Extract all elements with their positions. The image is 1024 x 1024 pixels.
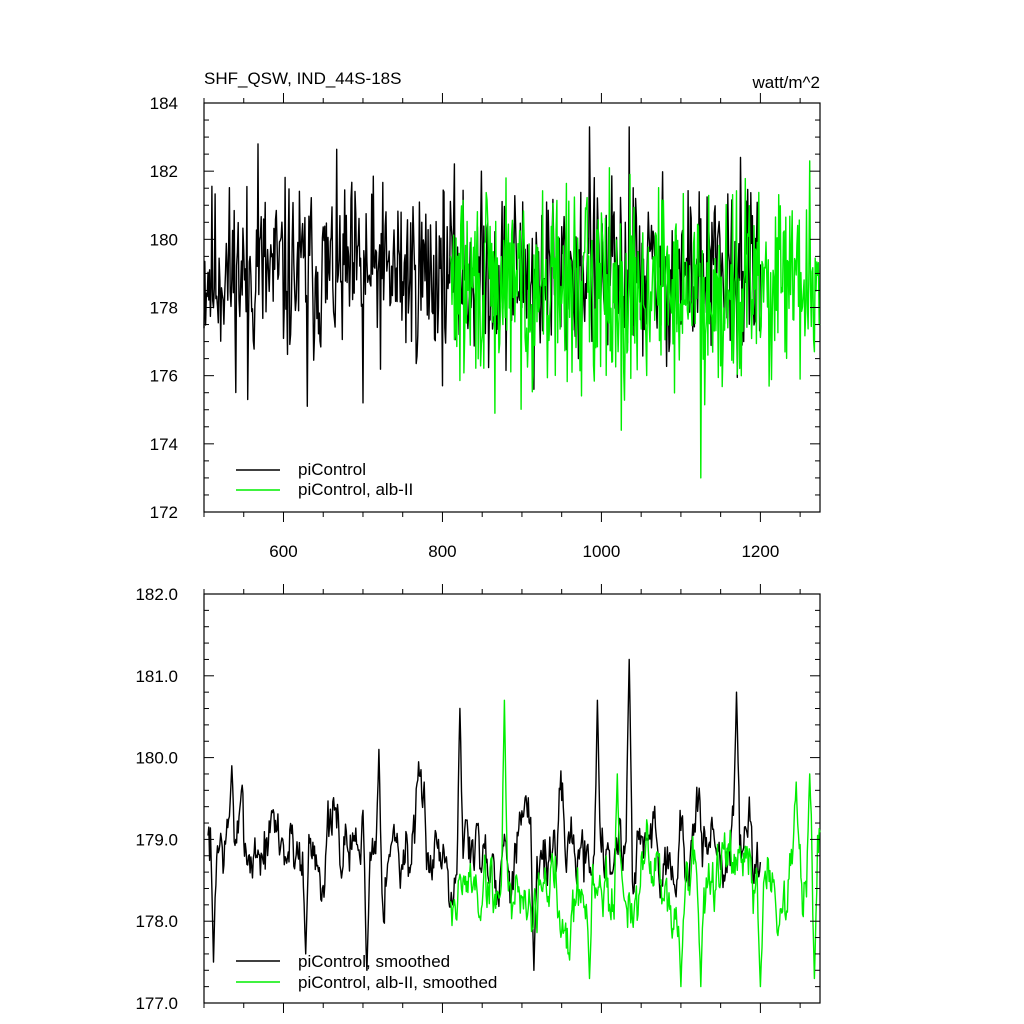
top-series-line-picontrol-alb-ii bbox=[449, 160, 821, 479]
bottom-y-tick-label: 181.0 bbox=[135, 667, 178, 686]
top-x-tick-label: 800 bbox=[428, 542, 456, 561]
bottom-plot-frame bbox=[203, 593, 821, 1004]
bottom-y-tick-label: 177.0 bbox=[135, 994, 178, 1013]
top-legend: piControl piControl, alb-II bbox=[236, 460, 413, 499]
bottom-y-tick-label: 179.0 bbox=[135, 830, 178, 849]
bottom-series-line-picontrol-alb-ii bbox=[449, 699, 821, 988]
top-y-tick-label: 182 bbox=[150, 162, 178, 181]
top-axis-ticks: 172 174 176 178 180 182 184 600 800 1000 1200 bbox=[150, 93, 820, 561]
bottom-y-tick-label: 182.0 bbox=[135, 585, 178, 604]
top-chart-units: watt/m^2 bbox=[752, 73, 821, 92]
bottom-legend-label-black: piControl, smoothed bbox=[298, 952, 450, 971]
bottom-axis-ticks: 177.0 178.0 179.0 180.0 181.0 182.0 bbox=[135, 584, 820, 1013]
top-series-layer bbox=[203, 126, 821, 479]
bottom-legend: piControl, smoothed piControl, alb-II, s… bbox=[236, 952, 497, 992]
top-y-tick-label: 176 bbox=[150, 367, 178, 386]
bottom-panel: 177.0 178.0 179.0 180.0 181.0 182.0 piControl… bbox=[135, 584, 821, 1013]
top-panel: SHF_QSW, IND_44S-18S watt/m^2 1721741761… bbox=[150, 69, 821, 561]
top-legend-label-black: piControl bbox=[298, 460, 366, 479]
top-y-tick-label: 172 bbox=[150, 503, 178, 522]
bottom-y-tick-label: 178.0 bbox=[135, 912, 178, 931]
bottom-legend-label-green: piControl, alb-II, smoothed bbox=[298, 973, 497, 992]
top-y-tick-label: 184 bbox=[150, 94, 178, 113]
top-x-tick-label: 600 bbox=[269, 542, 297, 561]
bottom-y-tick-label: 180.0 bbox=[135, 749, 178, 768]
bottom-series-layer bbox=[207, 658, 821, 988]
top-y-tick-label: 180 bbox=[150, 230, 178, 249]
top-x-tick-label: 1200 bbox=[741, 542, 779, 561]
top-y-tick-label: 174 bbox=[150, 435, 178, 454]
top-legend-label-green: piControl, alb-II bbox=[298, 480, 413, 499]
top-y-tick-label: 178 bbox=[150, 299, 178, 318]
top-chart-title: SHF_QSW, IND_44S-18S bbox=[204, 69, 401, 88]
bottom-series-line-picontrol bbox=[207, 658, 762, 971]
top-x-tick-label: 1000 bbox=[583, 542, 621, 561]
